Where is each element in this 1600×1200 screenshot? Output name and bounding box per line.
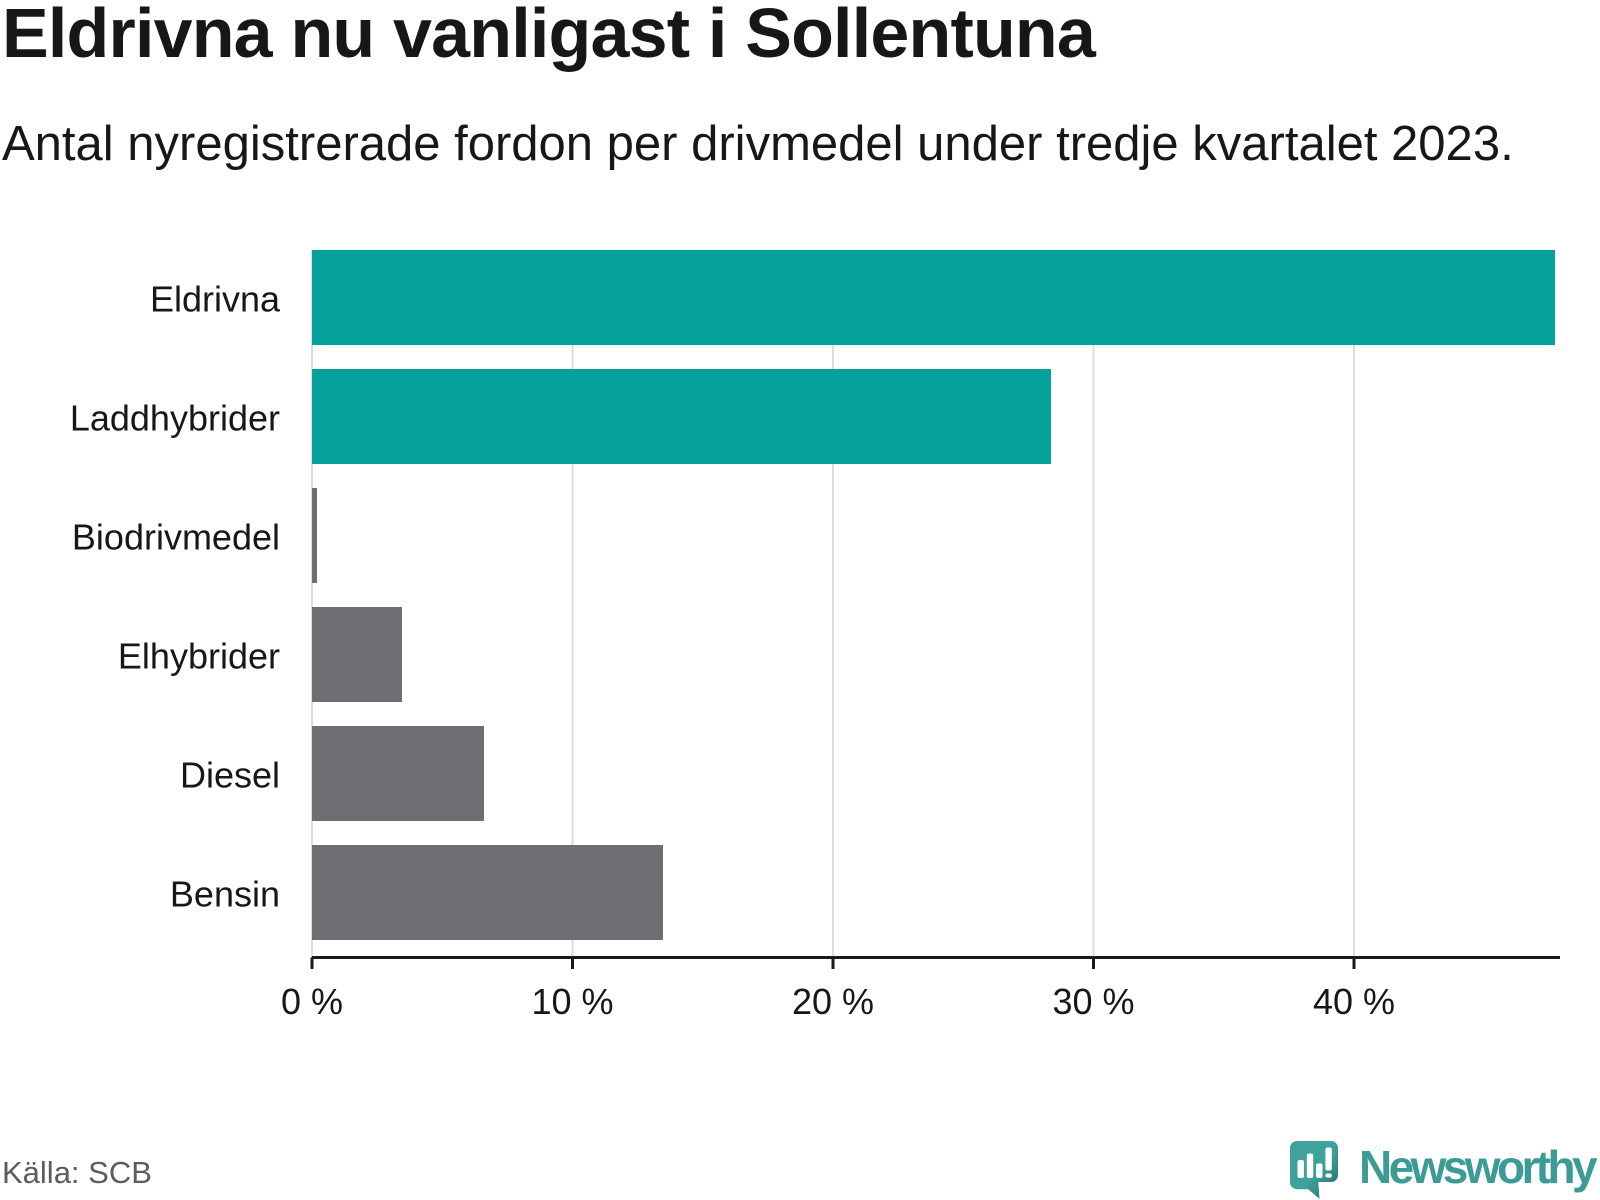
- svg-text:Bensin: Bensin: [170, 873, 280, 914]
- svg-text:Elhybrider: Elhybrider: [118, 635, 280, 676]
- svg-text:Diesel: Diesel: [180, 754, 280, 795]
- svg-text:0 %: 0 %: [281, 981, 343, 1022]
- svg-text:10 %: 10 %: [531, 981, 613, 1022]
- svg-text:40 %: 40 %: [1313, 981, 1395, 1022]
- svg-text:Eldrivna: Eldrivna: [150, 278, 281, 319]
- svg-text:Biodrivmedel: Biodrivmedel: [72, 516, 280, 557]
- svg-text:30 %: 30 %: [1052, 981, 1134, 1022]
- svg-text:Laddhybrider: Laddhybrider: [70, 397, 280, 438]
- svg-text:20 %: 20 %: [792, 981, 874, 1022]
